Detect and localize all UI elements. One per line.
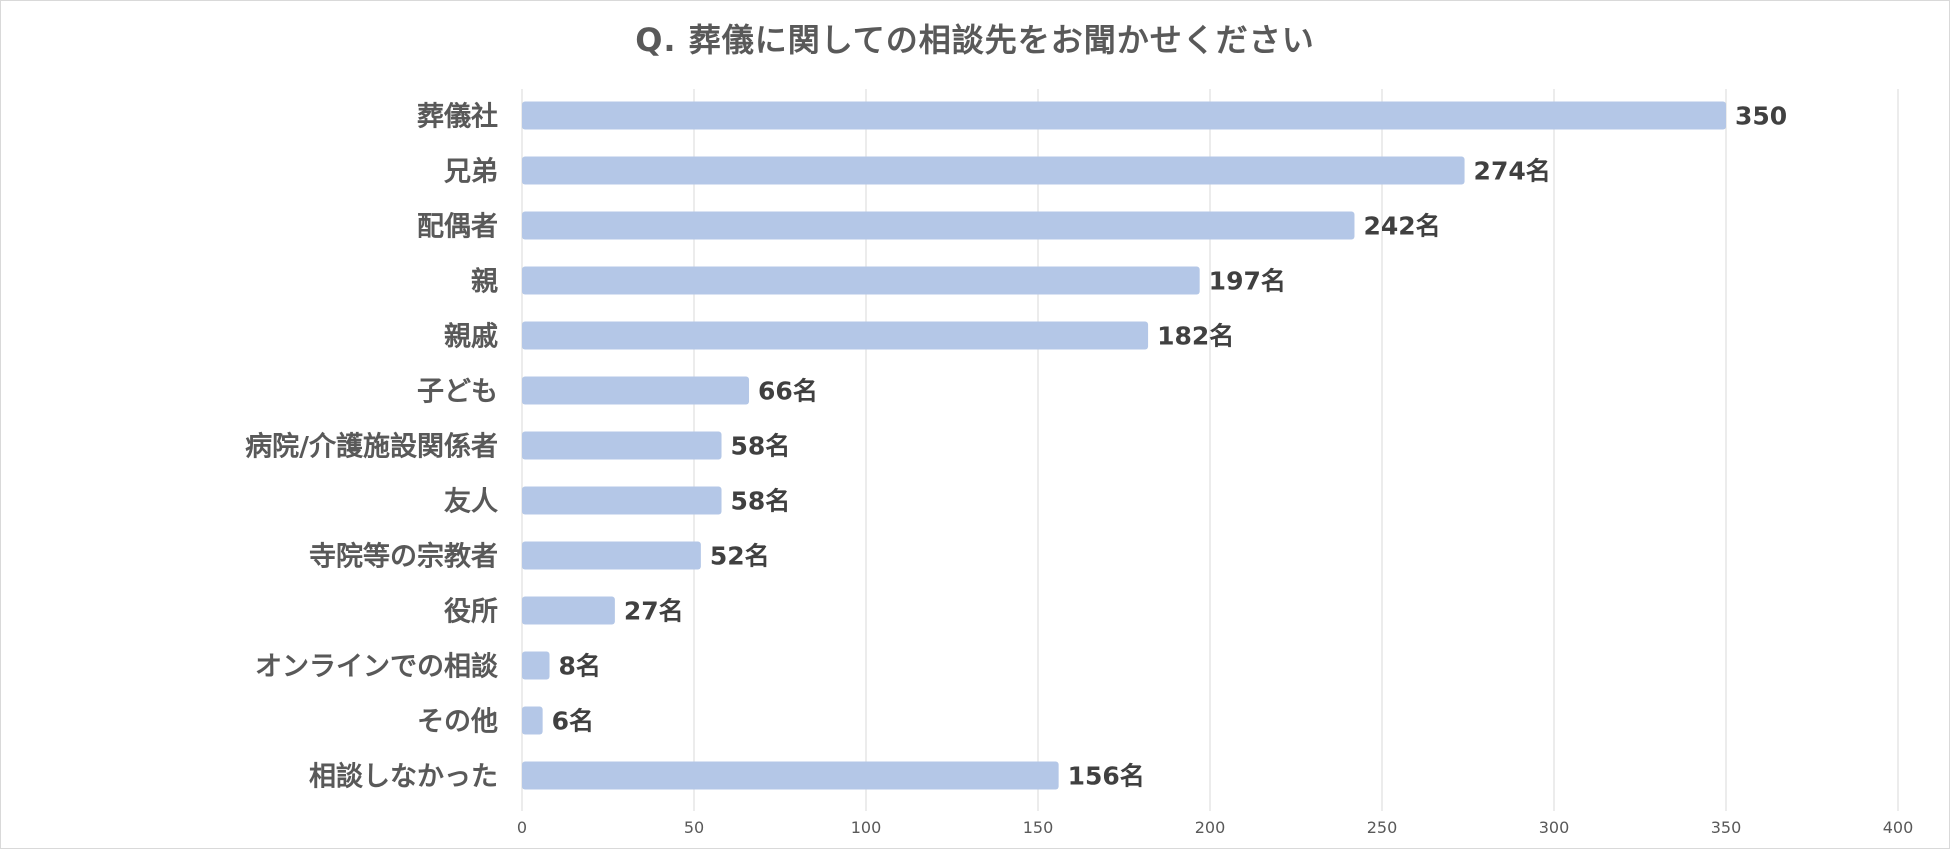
value-labels: 350 274名 242名 197名 182名 66名 58名 58名 52名 27名 8名 6名 15… <box>552 102 1788 791</box>
category-label: その他 <box>417 707 498 738</box>
bar <box>522 541 701 570</box>
data-label: 27名 <box>624 597 684 626</box>
category-label: 葬儀社 <box>417 101 498 133</box>
x-tick-label: 50 <box>684 818 704 837</box>
bar <box>522 211 1355 240</box>
category-label: オンラインでの相談 <box>255 651 499 683</box>
bar <box>522 101 1726 130</box>
bars <box>522 101 1726 790</box>
category-label: 子ども <box>417 377 498 408</box>
data-label: 58名 <box>731 432 791 461</box>
data-label: 6名 <box>552 707 594 736</box>
x-tick-label: 400 <box>1883 818 1914 837</box>
bar <box>522 651 550 680</box>
x-tick-label: 150 <box>1023 818 1054 837</box>
x-tick-label: 0 <box>517 818 527 837</box>
category-label: 配偶者 <box>417 212 498 243</box>
gridlines <box>521 89 1899 811</box>
x-tick-label: 200 <box>1195 818 1226 837</box>
category-label: 親 <box>471 267 498 298</box>
category-labels: 葬儀社兄弟配偶者親親戚子ども病院/介護施設関係者友人寺院等の宗教者役所オンライン… <box>245 101 499 793</box>
data-label: 52名 <box>710 542 770 571</box>
bar <box>522 376 750 405</box>
chart-title: Q. 葬儀に関しての相談先をお聞かせください <box>635 21 1315 59</box>
category-label: 友人 <box>444 487 498 518</box>
category-label: 親戚 <box>444 322 498 353</box>
category-label: 寺院等の宗教者 <box>309 541 498 573</box>
x-tick-label: 250 <box>1367 818 1398 837</box>
bar <box>522 706 543 735</box>
bar <box>522 156 1465 185</box>
data-label: 274名 <box>1474 157 1551 186</box>
data-label: 197名 <box>1209 267 1286 296</box>
data-label: 58名 <box>731 487 791 516</box>
x-tick-label: 300 <box>1539 818 1570 837</box>
x-tick-label: 100 <box>851 818 882 837</box>
bar <box>522 761 1059 790</box>
category-label: 役所 <box>444 597 498 628</box>
data-label: 66名 <box>758 377 818 406</box>
x-axis-ticks: 0 50 100 150 200 250 300 350 400 <box>517 818 1913 837</box>
bar <box>522 266 1200 295</box>
data-label: 182名 <box>1157 322 1234 351</box>
data-label: 8名 <box>559 652 601 681</box>
data-label: 242名 <box>1363 212 1440 241</box>
bar <box>522 431 722 460</box>
bar <box>522 596 615 625</box>
bar <box>522 486 722 515</box>
category-label: 相談しなかった <box>309 761 498 793</box>
category-label: 病院/介護施設関係者 <box>245 431 498 463</box>
data-label: 350 <box>1735 102 1787 131</box>
x-tick-label: 350 <box>1711 818 1742 837</box>
data-label: 156名 <box>1068 762 1145 791</box>
category-label: 兄弟 <box>443 157 498 188</box>
bar <box>522 321 1149 350</box>
